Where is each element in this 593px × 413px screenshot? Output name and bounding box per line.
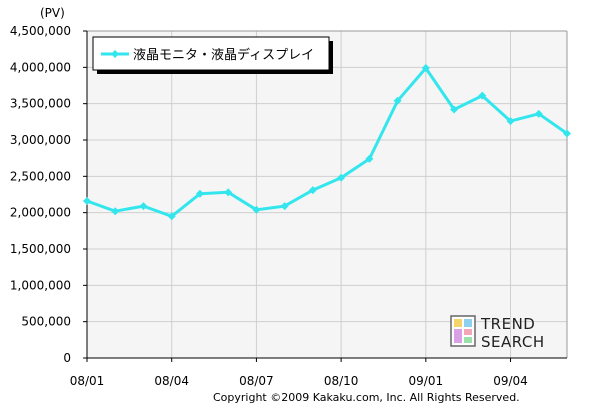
y-tick-label: 2,000,000 [10, 206, 71, 220]
series-line [86, 66, 568, 218]
data-point-marker [195, 189, 204, 198]
logo-text-trend: TREND [480, 315, 535, 333]
data-point-marker [252, 205, 261, 214]
data-point-marker [534, 109, 543, 118]
data-point-marker [308, 186, 317, 195]
y-tick-label: 4,500,000 [10, 24, 71, 38]
data-point-marker [365, 154, 374, 163]
data-point-marker [139, 202, 148, 211]
data-point-marker [167, 212, 176, 221]
data-point-marker [478, 91, 487, 100]
y-axis-unit-label: (PV) [40, 6, 65, 20]
x-tick-label: 08/01 [70, 374, 105, 388]
gridlines [87, 30, 567, 358]
logo-text-search: SEARCH [481, 333, 545, 351]
x-tick-label: 08/10 [324, 374, 359, 388]
data-point-marker [506, 117, 515, 126]
legend-box [92, 36, 330, 71]
y-tick-label: 500,000 [21, 315, 71, 329]
y-tick-labels: 0 500,000 1,000,000 1,500,000 2,000,000 2,500… [10, 24, 71, 365]
axes [83, 30, 568, 362]
trend-search-logo: TREND SEARCH [450, 315, 545, 351]
legend-diamond-marker [111, 50, 119, 58]
y-tick-label: 1,500,000 [10, 242, 71, 256]
logo-tile-purple [454, 329, 462, 343]
data-point-marker [421, 64, 430, 73]
copyright-notice: Copyright ©2009 Kakaku.com, Inc. All Rig… [213, 391, 520, 404]
x-tick-label: 09/04 [493, 374, 528, 388]
data-point-marker [337, 173, 346, 182]
data-point-marker [83, 197, 91, 206]
y-tick-label: 2,500,000 [10, 169, 71, 183]
legend-series-label: 液晶モニタ・液晶ディスプレイ [133, 47, 314, 63]
x-tick-label: 08/07 [239, 374, 274, 388]
data-point-marker [450, 105, 459, 114]
logo-tile-yellow [454, 319, 462, 327]
y-tick-label: 3,000,000 [10, 133, 71, 147]
logo-tile-blue [464, 319, 472, 327]
x-tick-labels: 08/01 08/04 08/07 08/10 09/01 09/04 [70, 374, 528, 388]
legend: 液晶モニタ・液晶ディスプレイ [92, 36, 333, 74]
data-point-marker [224, 188, 233, 197]
y-tick-label: 1,000,000 [10, 278, 71, 292]
y-tick-label: 0 [63, 351, 71, 365]
data-point-marker [393, 96, 402, 105]
x-tick-label: 09/01 [409, 374, 444, 388]
y-tick-label: 4,000,000 [10, 60, 71, 74]
plot-area [87, 31, 567, 358]
logo-tile-green [464, 337, 472, 343]
data-point-marker [563, 129, 571, 138]
logo-tile-pink [464, 329, 472, 335]
series-layer [83, 64, 571, 221]
y-tick-label: 3,500,000 [10, 97, 71, 111]
data-point-marker [111, 207, 120, 216]
x-tick-label: 08/04 [154, 374, 189, 388]
data-point-marker [280, 202, 289, 211]
